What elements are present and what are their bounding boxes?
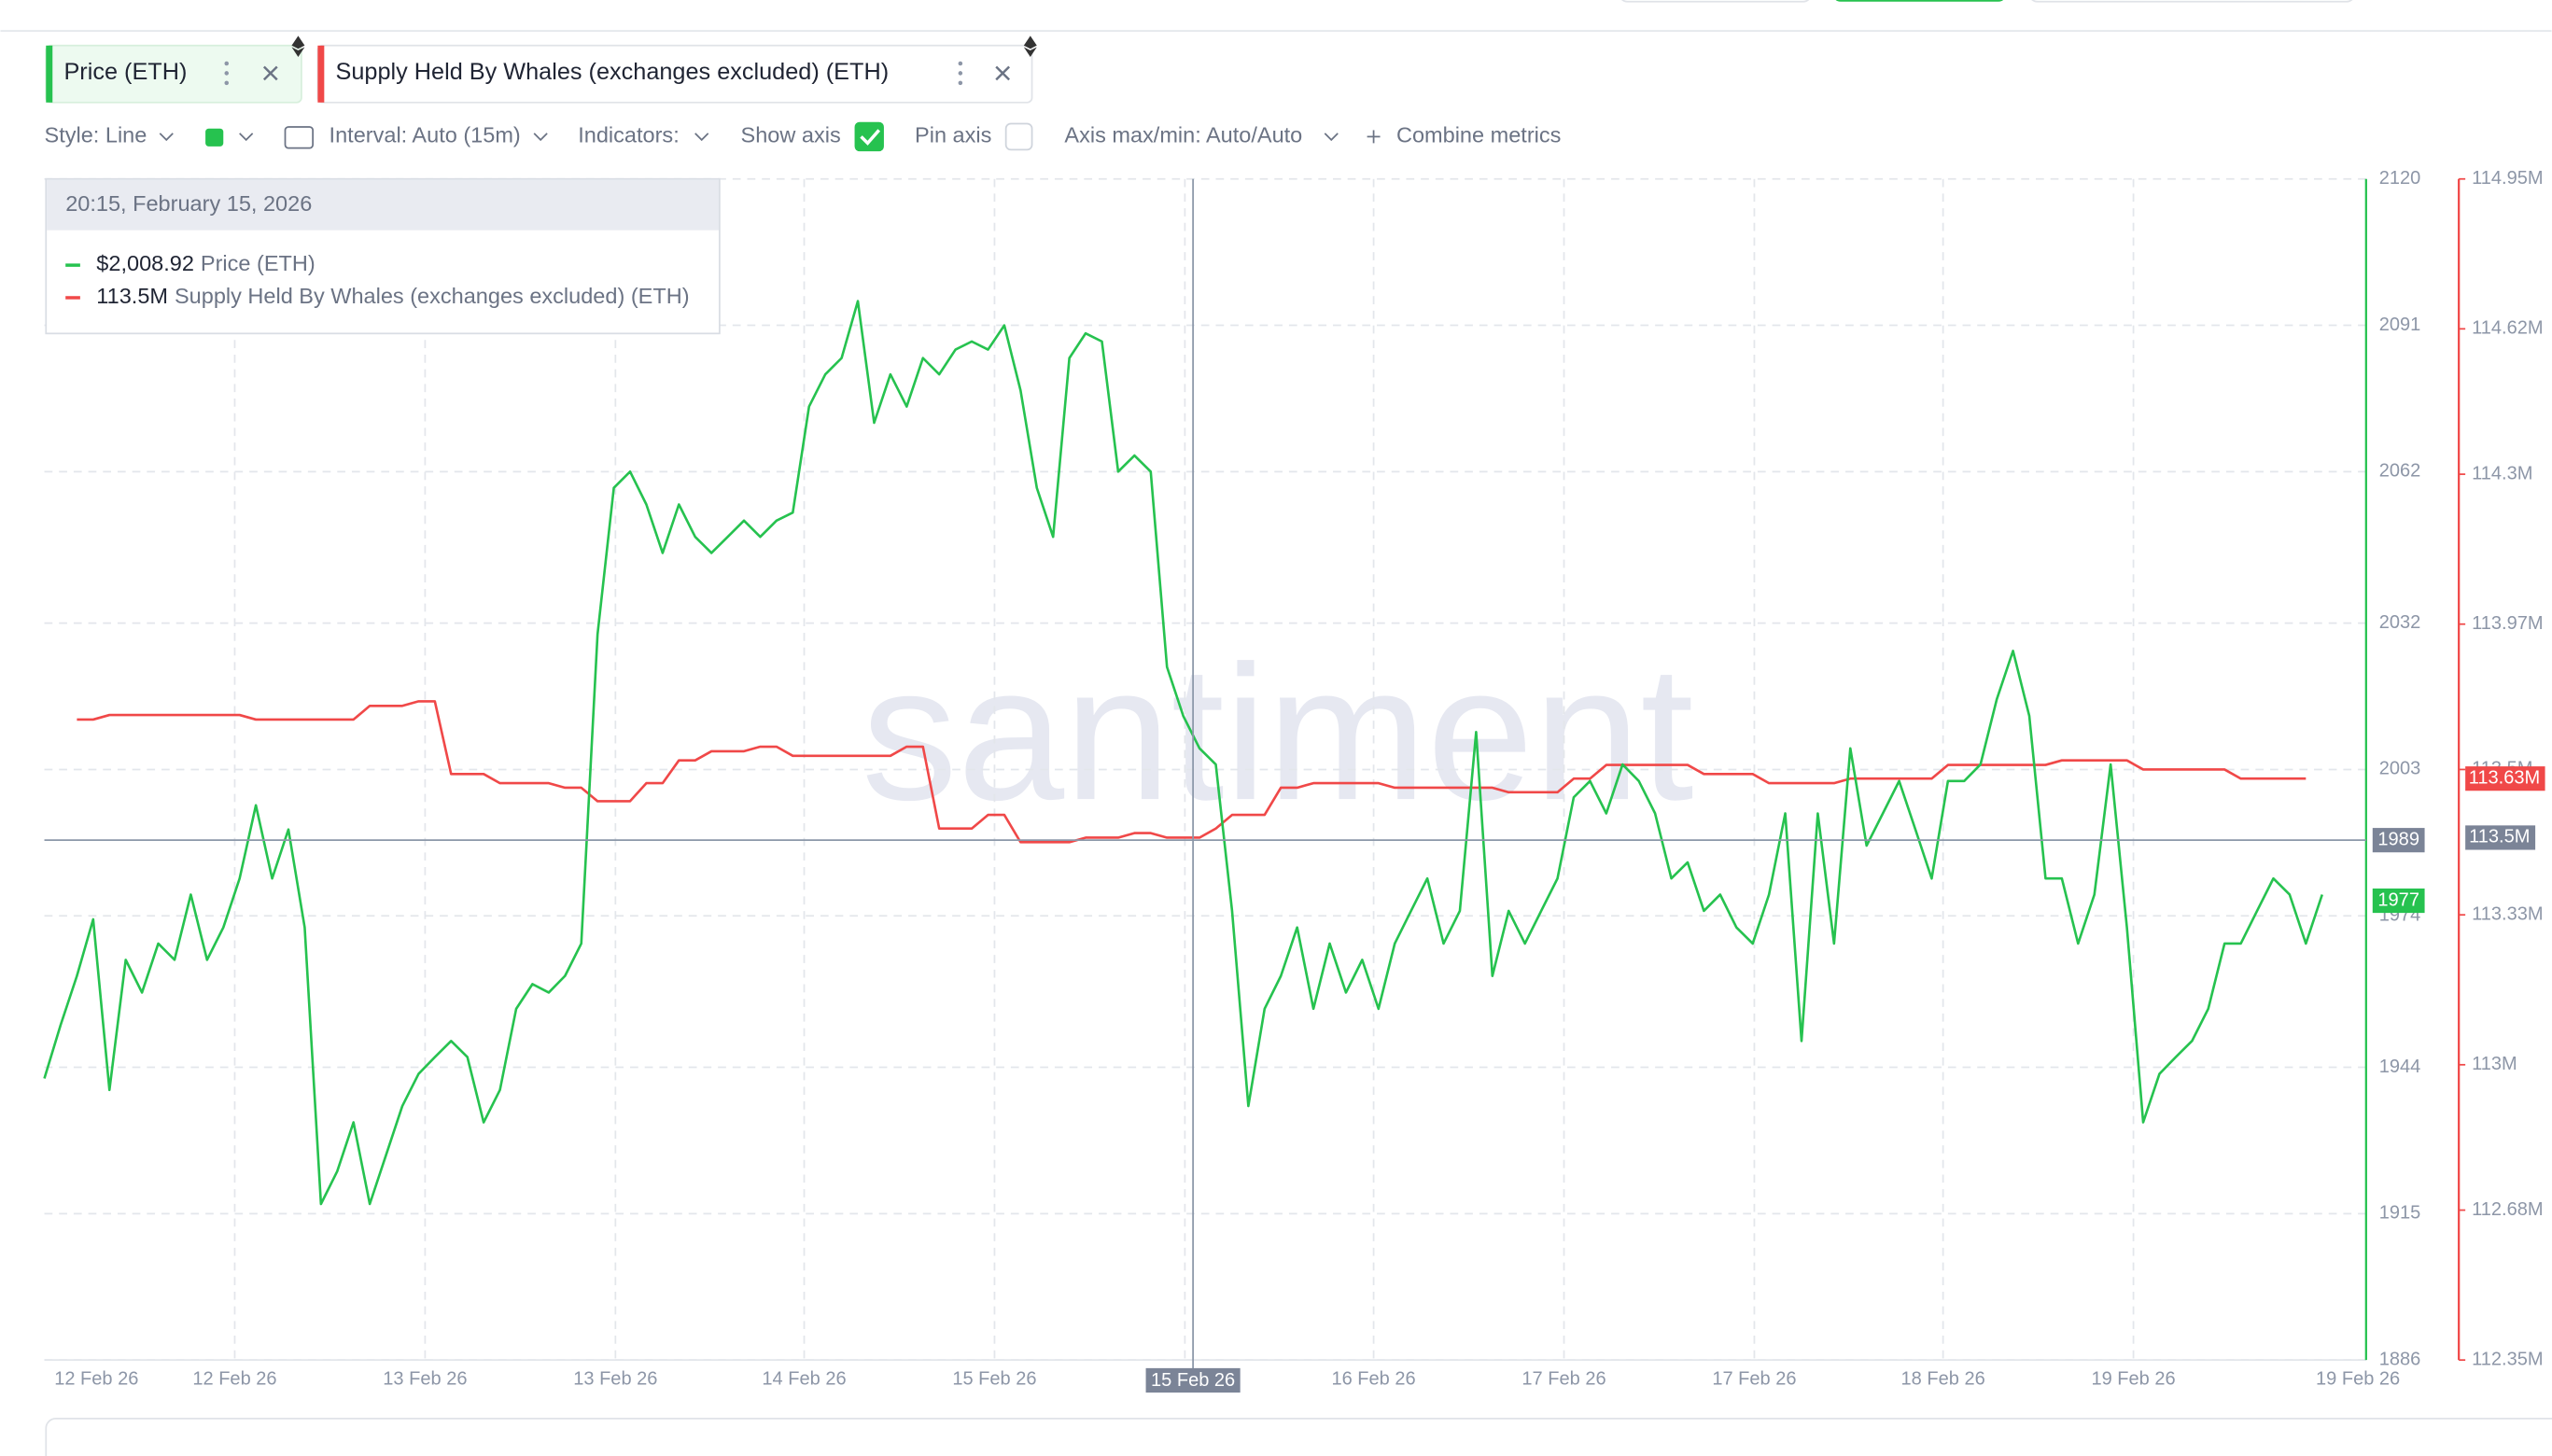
- tooltip-row: $2,008.92 Price (ETH): [96, 251, 315, 275]
- y2-tick-label: 112.35M: [2472, 1349, 2543, 1369]
- y-tick-label: 1944: [2379, 1057, 2421, 1077]
- last-value-box: [2465, 766, 2545, 791]
- crosshair-x-label: 15 Feb 26: [1151, 1370, 1235, 1391]
- close-icon[interactable]: [262, 65, 278, 81]
- style-dropdown[interactable]: Style: Line: [45, 123, 147, 147]
- y-tick-label: 2120: [2379, 168, 2421, 189]
- crosshair-y2-box: [2465, 825, 2536, 850]
- tab-accent: [46, 45, 53, 103]
- eth-icon: [291, 35, 305, 58]
- x-tick-label: 17 Feb 26: [1712, 1368, 1796, 1389]
- crosshair-y-box: [2372, 828, 2425, 853]
- chevron: [533, 133, 548, 142]
- crosshair-y2-label: 113.5M: [2469, 827, 2530, 847]
- check-mark: [860, 129, 881, 146]
- axis-range-dropdown[interactable]: Axis max/min: Auto/Auto: [1064, 123, 1302, 147]
- tab-label: Price (ETH): [63, 59, 187, 85]
- x-tick-label: 19 Feb 26: [2316, 1368, 2400, 1389]
- interval-dropdown[interactable]: Interval: Auto (15m): [330, 123, 521, 147]
- series-line: [77, 700, 2307, 844]
- tooltip: 20:15, February 15, 2026 $2,008.92 Price (…: [45, 177, 721, 335]
- tab-label: Supply Held By Whales (exchanges exclude…: [336, 59, 890, 85]
- interval-icon: [284, 126, 315, 149]
- tooltip-name: Supply Held By Whales (exchanges exclude…: [175, 284, 690, 308]
- last-value-label: 1977: [2377, 889, 2419, 910]
- y-tick-label: 2003: [2379, 759, 2421, 779]
- chevron: [239, 133, 254, 142]
- y2-tick-label: 112.68M: [2472, 1199, 2543, 1220]
- y-tick-label: 2032: [2379, 612, 2421, 633]
- tooltip-value: 113.5M: [96, 284, 168, 308]
- series-line: [43, 300, 2324, 1206]
- pin-axis-checkbox[interactable]: [1004, 122, 1033, 151]
- x-tick-label: 14 Feb 26: [762, 1368, 846, 1389]
- x-tick-label: 12 Feb 26: [192, 1368, 276, 1389]
- chevron: [694, 133, 709, 142]
- x-tick-label: 18 Feb 26: [1901, 1368, 1985, 1389]
- chevron: [1324, 133, 1339, 142]
- tooltip-time: 20:15, February 15, 2026: [65, 191, 312, 216]
- close-icon[interactable]: [995, 65, 1011, 81]
- combine-metrics[interactable]: Combine metrics: [1396, 123, 1561, 147]
- top-button[interactable]: [1832, 0, 2007, 2]
- y2-tick-label: 114.95M: [2472, 168, 2543, 189]
- x-tick-label: 12 Feb 26: [54, 1368, 138, 1389]
- tooltip-name: Price (ETH): [201, 251, 315, 275]
- y-tick-label: 2062: [2379, 461, 2421, 482]
- y-tick-label: 1915: [2379, 1203, 2421, 1224]
- y2-tick-label: 114.62M: [2472, 318, 2543, 339]
- x-tick-label: 13 Feb 26: [383, 1368, 467, 1389]
- watermark: santiment: [862, 625, 1694, 840]
- y-tick-label: 1886: [2379, 1349, 2421, 1369]
- tooltip-value: $2,008.92: [96, 251, 194, 275]
- pin-axis-label: Pin axis: [915, 123, 991, 147]
- tab-accent: [317, 45, 325, 103]
- x-tick-label: 19 Feb 26: [2091, 1368, 2175, 1389]
- chevron: [159, 133, 174, 142]
- crosshair-y-label: 1989: [2377, 829, 2419, 849]
- top-button[interactable]: [1620, 0, 1812, 3]
- top-button[interactable]: [2029, 0, 2355, 3]
- tooltip-row: 113.5M Supply Held By Whales (exchanges e…: [96, 284, 689, 308]
- show-axis-label: Show axis: [741, 123, 841, 147]
- eth-icon: [1023, 35, 1037, 58]
- x-tick-label: 17 Feb 26: [1521, 1368, 1606, 1389]
- x-tick-label: 16 Feb 26: [1331, 1368, 1415, 1389]
- crosshair-x-box: [1145, 1367, 1241, 1393]
- y2-tick-label: 114.3M: [2472, 463, 2532, 483]
- y-tick-label: 2091: [2379, 315, 2421, 335]
- menu-icon[interactable]: [958, 61, 963, 86]
- y2-tick-label: 113.97M: [2472, 613, 2543, 634]
- color-picker[interactable]: [205, 128, 224, 147]
- last-value-label: 113.63M: [2469, 767, 2540, 788]
- x-tick-label: 15 Feb 26: [952, 1368, 1036, 1389]
- plus-icon: [1367, 130, 1381, 144]
- indicators-dropdown[interactable]: Indicators:: [578, 123, 679, 147]
- y2-tick-label: 113.33M: [2472, 903, 2543, 924]
- x-tick-label: 13 Feb 26: [573, 1368, 657, 1389]
- navigator[interactable]: [45, 1418, 2552, 1456]
- y2-tick-label: 113M: [2472, 1054, 2517, 1074]
- show-axis-checkbox[interactable]: [854, 121, 884, 152]
- menu-icon[interactable]: [224, 61, 230, 86]
- last-value-box: [2372, 888, 2425, 914]
- tooltip-header: [47, 179, 720, 231]
